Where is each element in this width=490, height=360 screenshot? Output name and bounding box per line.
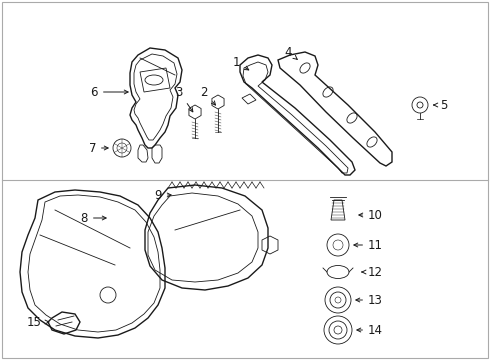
Text: 14: 14 <box>357 324 383 337</box>
Text: 1: 1 <box>232 55 249 70</box>
Text: 4: 4 <box>285 45 297 59</box>
Text: 13: 13 <box>356 293 383 306</box>
Text: 12: 12 <box>362 266 383 279</box>
Text: 15: 15 <box>27 315 49 328</box>
Text: 9: 9 <box>154 189 171 202</box>
Text: 6: 6 <box>91 86 128 99</box>
Text: 5: 5 <box>434 99 447 112</box>
Text: 7: 7 <box>89 141 108 154</box>
Text: 11: 11 <box>354 239 383 252</box>
Text: 3: 3 <box>175 86 193 112</box>
Text: 2: 2 <box>200 86 216 105</box>
Text: 10: 10 <box>359 208 383 221</box>
Text: 8: 8 <box>81 212 106 225</box>
